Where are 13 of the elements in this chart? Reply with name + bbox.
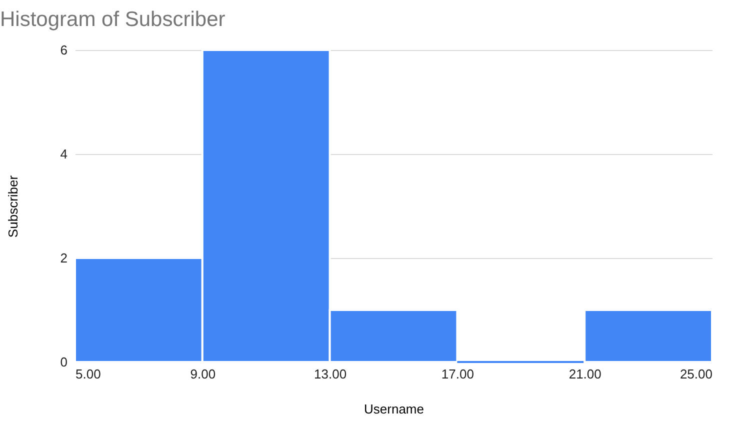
x-axis-title: Username (364, 402, 424, 416)
y-tick-label: 2 (60, 250, 68, 266)
y-tick-label: 0 (60, 354, 68, 370)
y-axis-title: Subscriber (5, 174, 20, 238)
y-tick-label: 6 (60, 42, 68, 58)
x-tick-label: 5.00 (76, 366, 101, 382)
chart-title: Histogram of Subscriber (0, 8, 226, 31)
x-tick-label: 25.00 (680, 366, 712, 382)
x-tick-label: 9.00 (190, 366, 216, 382)
x-tick-label: 13.00 (314, 366, 347, 382)
y-tick-label: 4 (60, 146, 68, 162)
x-tick-label: 21.00 (568, 366, 602, 382)
x-tick-label: 17.00 (441, 366, 474, 382)
